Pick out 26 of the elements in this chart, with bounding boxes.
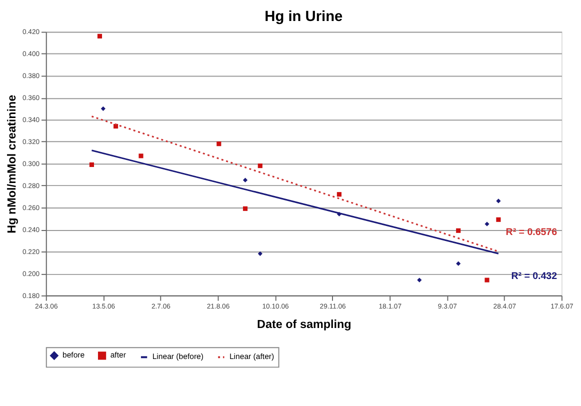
point	[456, 261, 461, 266]
point	[242, 206, 248, 211]
point	[417, 278, 422, 282]
x-axis-title: Date of sampling	[257, 318, 352, 332]
point	[496, 217, 501, 222]
point	[336, 192, 342, 197]
point	[258, 251, 262, 256]
point	[100, 106, 106, 111]
point	[496, 198, 501, 204]
point	[216, 142, 222, 146]
point	[138, 154, 144, 158]
chart-title: Hg in Urine	[264, 9, 343, 26]
point	[97, 34, 102, 38]
point	[89, 162, 94, 167]
legend-label: before	[62, 350, 85, 360]
point	[456, 228, 461, 233]
point	[242, 178, 248, 182]
point	[258, 164, 262, 168]
point	[484, 278, 490, 282]
annotation: R² = 0.432	[511, 271, 558, 282]
point	[484, 222, 490, 226]
y-axis-title: Hg nMol/mMol creatinine	[6, 94, 19, 234]
legend-label: Linear (after)	[229, 352, 275, 362]
legend-label: Linear (before)	[152, 352, 204, 362]
legend-label: after	[110, 350, 126, 360]
annotation: R² = 0.6576	[506, 226, 558, 238]
